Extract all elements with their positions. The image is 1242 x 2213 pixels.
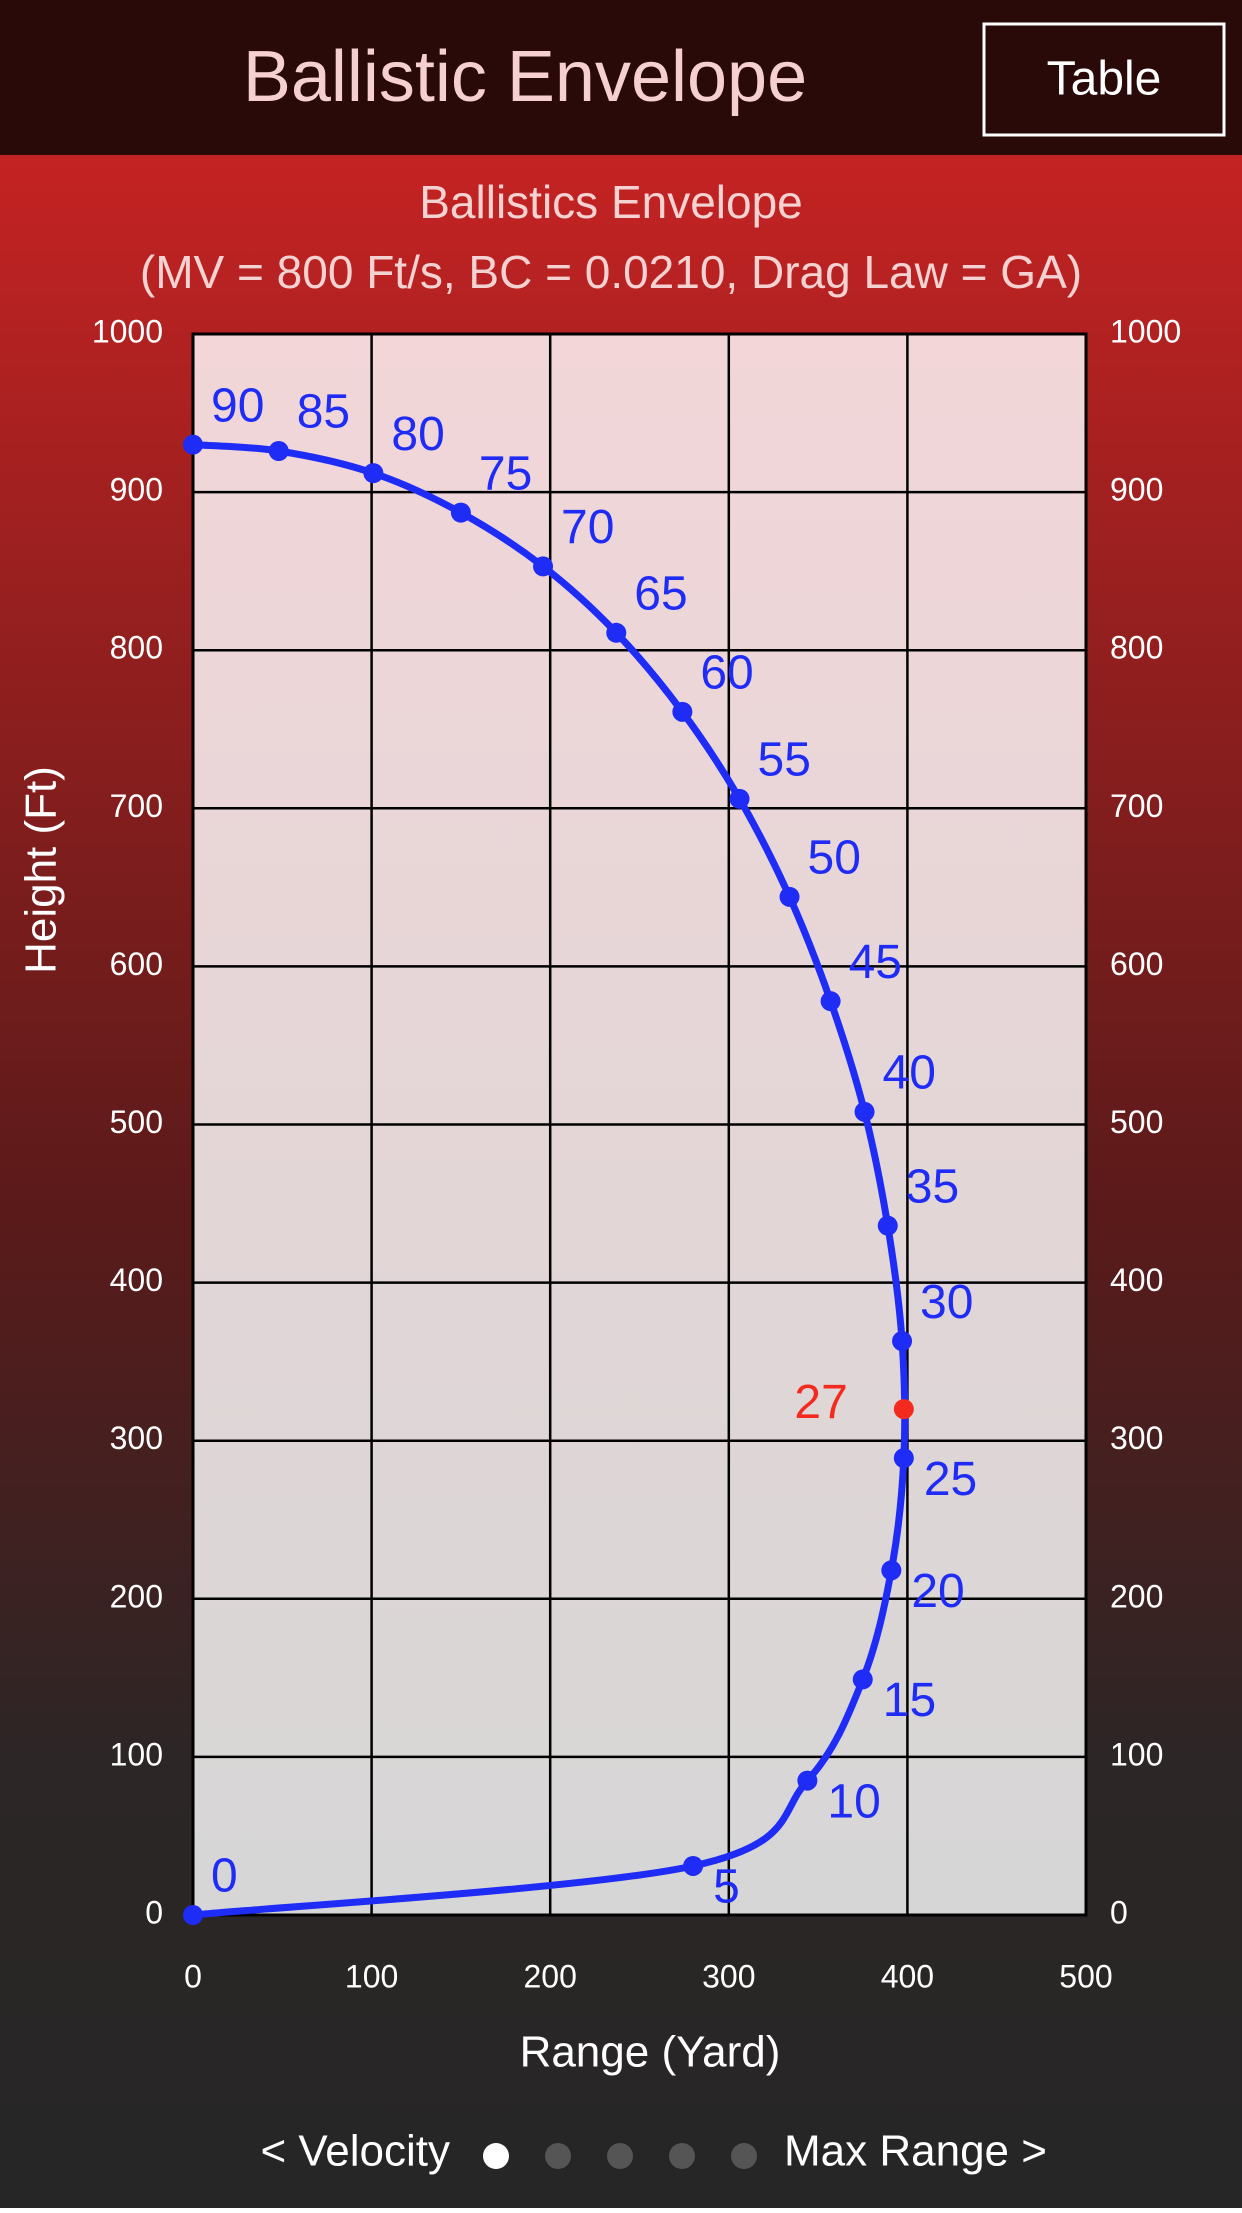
angle-label: 0: [211, 1850, 238, 1903]
y-tick-label: 400: [110, 1262, 163, 1298]
y2-tick-label: 200: [1110, 1578, 1163, 1614]
y2-tick-label: 300: [1110, 1420, 1163, 1456]
chart-subtitle: (MV = 800 Ft/s, BC = 0.0210, Drag Law = …: [140, 246, 1082, 298]
page-dot-active: [483, 2143, 509, 2169]
y-tick-label: 900: [110, 472, 163, 508]
angle-label: 15: [883, 1674, 936, 1727]
point: [363, 463, 384, 484]
point: [877, 1215, 898, 1236]
point: [820, 991, 841, 1012]
y2-tick-label: 900: [1110, 472, 1163, 508]
y2-tick-label: 400: [1110, 1262, 1163, 1298]
y2-tick-label: 700: [1110, 788, 1163, 824]
y2-tick-label: 1000: [1110, 313, 1181, 349]
table-button-label[interactable]: Table: [1047, 53, 1162, 106]
angle-label: 80: [391, 408, 444, 461]
y2-tick-label: 0: [1110, 1894, 1128, 1930]
y-tick-label: 200: [110, 1578, 163, 1614]
y-tick-label: 1000: [92, 313, 163, 349]
angle-label: 45: [849, 936, 902, 989]
angle-label: 55: [758, 733, 811, 786]
point: [268, 440, 289, 461]
angle-label: 50: [808, 832, 861, 885]
point: [683, 1855, 704, 1876]
pager-left[interactable]: < Velocity: [260, 2127, 450, 2176]
y-tick-label: 100: [110, 1736, 163, 1772]
page-dot: [607, 2143, 633, 2169]
table-button[interactable]: [982, 22, 1226, 137]
header-bar: [0, 0, 1242, 155]
angle-label: 90: [211, 379, 264, 432]
point: [533, 556, 554, 577]
y-axis-label: Height (Ft): [17, 766, 66, 974]
point: [729, 788, 750, 809]
point: [183, 434, 203, 455]
point: [881, 1560, 902, 1581]
angle-label: 75: [479, 447, 532, 500]
angle-label: 25: [924, 1453, 977, 1506]
header-title: Ballistic Envelope: [243, 37, 807, 117]
angle-label: 20: [911, 1565, 964, 1618]
angle-label: 30: [920, 1276, 973, 1329]
angle-label: 60: [700, 647, 753, 700]
x-tick-label: 300: [702, 1958, 755, 1994]
angle-label: 85: [297, 386, 350, 439]
point: [892, 1331, 913, 1352]
point: [852, 1669, 873, 1690]
angle-label: 27: [794, 1376, 847, 1429]
y-tick-label: 500: [110, 1104, 163, 1140]
y-tick-label: 700: [110, 788, 163, 824]
x-tick-label: 100: [345, 1958, 398, 1994]
pager-right[interactable]: Max Range >: [784, 2127, 1047, 2176]
point: [779, 886, 800, 907]
angle-label: 35: [906, 1160, 959, 1213]
page-dot: [731, 2143, 757, 2169]
x-tick-label: 400: [881, 1958, 934, 1994]
y-tick-label: 0: [145, 1894, 163, 1930]
angle-label: 70: [561, 501, 614, 554]
x-tick-label: 500: [1059, 1958, 1112, 1994]
point: [606, 622, 627, 643]
point: [893, 1399, 914, 1420]
x-axis-label: Range (Yard): [520, 2028, 781, 2077]
angle-label: 5: [713, 1861, 740, 1914]
point: [893, 1448, 914, 1469]
angle-label: 10: [827, 1775, 880, 1828]
y2-tick-label: 100: [1110, 1736, 1163, 1772]
page-dot: [545, 2143, 571, 2169]
plot-border: [191, 332, 1088, 1917]
point: [183, 1905, 203, 1925]
page-dot: [669, 2143, 695, 2169]
chart-title: Ballistics Envelope: [419, 176, 803, 228]
y-tick-label: 600: [110, 946, 163, 982]
angle-label: 40: [883, 1047, 936, 1100]
x-tick-label: 0: [184, 1958, 202, 1994]
y-tick-label: 800: [110, 630, 163, 666]
y-tick-label: 300: [110, 1420, 163, 1456]
point: [450, 502, 471, 523]
x-tick-label: 200: [524, 1958, 577, 1994]
point: [854, 1101, 875, 1122]
point: [797, 1770, 818, 1791]
point: [672, 701, 693, 722]
y2-tick-label: 800: [1110, 630, 1163, 666]
angle-label: 65: [634, 567, 687, 620]
y2-tick-label: 600: [1110, 946, 1163, 982]
y2-tick-label: 500: [1110, 1104, 1163, 1140]
